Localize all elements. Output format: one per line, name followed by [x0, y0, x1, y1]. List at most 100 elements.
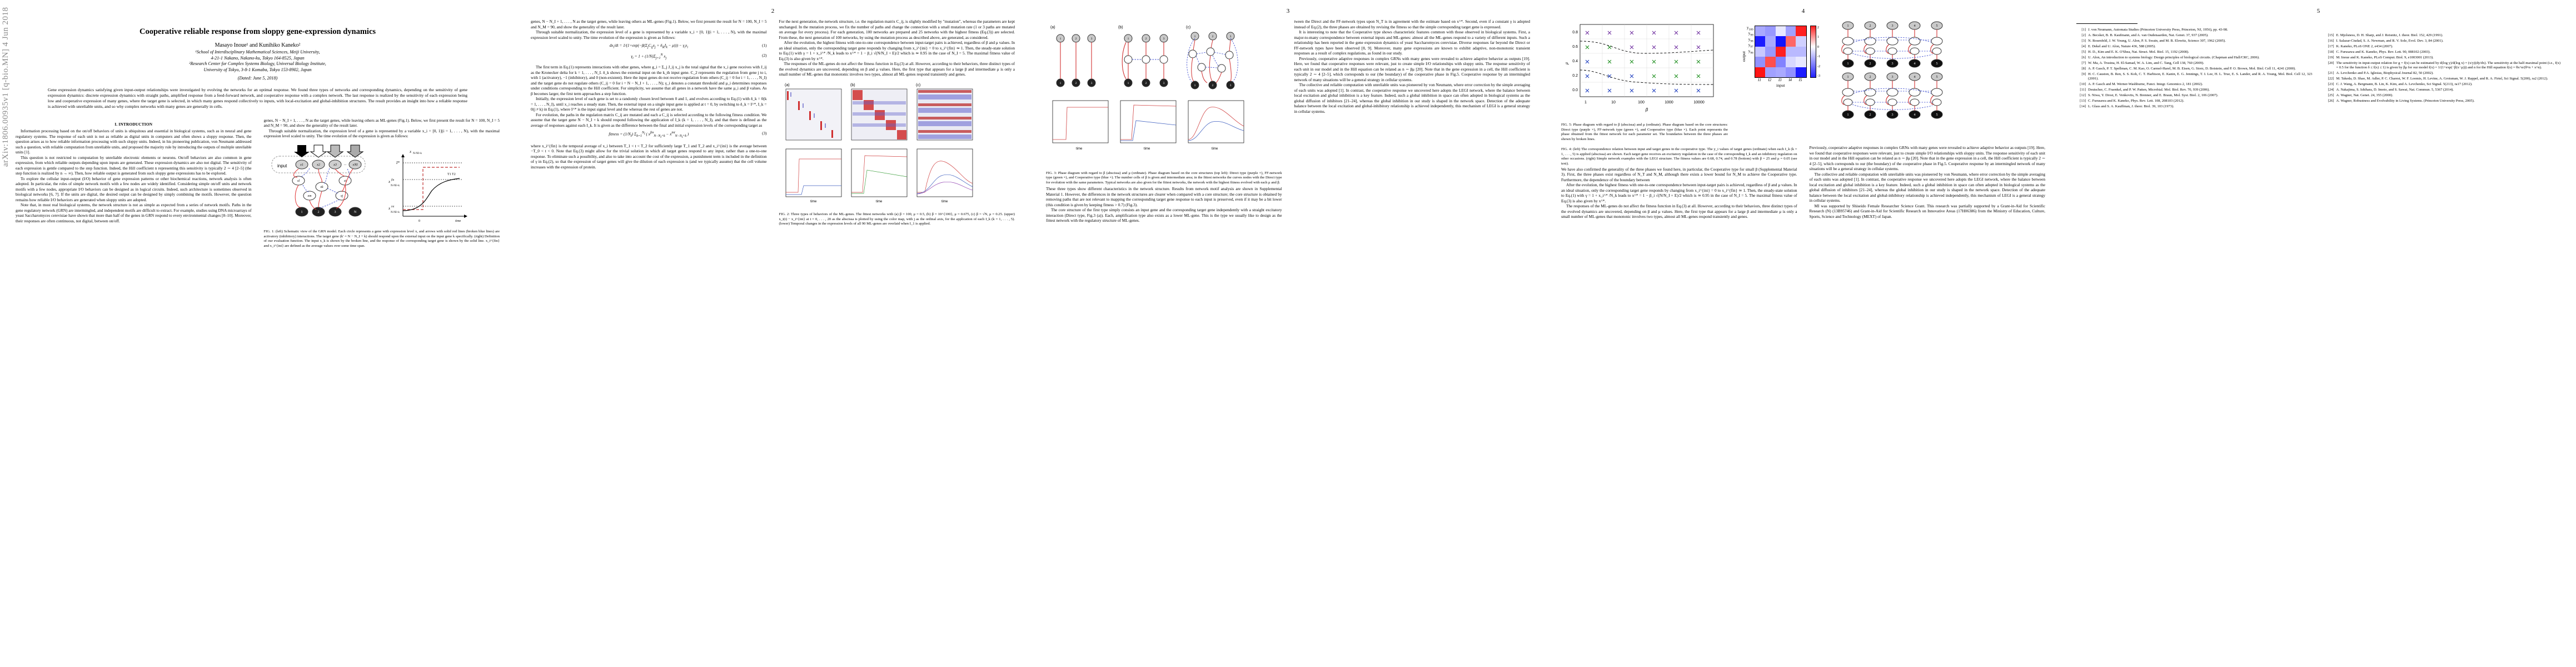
heatmap-cell: [1765, 67, 1776, 77]
svg-text:10000: 10000: [1693, 101, 1705, 104]
svg-text:N-NI+k: N-NI+k: [391, 211, 400, 214]
paragraph: Information processing based on the on/o…: [16, 128, 252, 155]
affiliation-3: ²Research Center for Complex Systems Bio…: [189, 61, 326, 67]
svg-text:1: 1: [1585, 101, 1587, 104]
paragraph: After the evolution, the highest fitness…: [1561, 182, 1797, 203]
figure-4-heatmap: output y100 y99 y98 y97 y96 I1 I2 I3 I4 I5 input…: [1741, 19, 1820, 88]
equation-3: fitness = (1/NI) Σk=1NI ( xfinN−NI+k − x…: [609, 131, 767, 140]
svg-text:x: x: [388, 206, 391, 211]
reference-item: [4] E. Dekel and U. Alon, Nature 436, 588…: [2076, 44, 2313, 49]
svg-text:5: 5: [1936, 24, 1938, 28]
reference-item: [23] C. J. Wang, A. Bergmann, B. Lin, K. …: [2325, 82, 2561, 87]
heatmap-y-tick: y99: [1748, 31, 1753, 37]
reference-text: L. Glass and S. A. Kauffman, J. theor. B…: [2088, 104, 2174, 108]
svg-text:3: 3: [1892, 24, 1894, 28]
svg-text:2: 2: [1075, 37, 1077, 41]
svg-text:xl: xl: [296, 180, 300, 183]
paragraph: The responses of the ML-genes do not aff…: [779, 61, 1015, 77]
reference-text: C. Furusawa and K. Kaneko, Phys. Rev. Le…: [2336, 49, 2431, 54]
colorbar-tick: 0: [1817, 44, 1819, 49]
svg-text:(b): (b): [850, 83, 855, 87]
reference-number: [23]: [2328, 82, 2334, 86]
figure-3-caption: FIG. 3: Phase diagram with regard to β (…: [1046, 171, 1282, 185]
reference-item: [10] A. P. Gasch and M. Werner-Washburne,…: [2076, 82, 2313, 87]
reference-text: S. Niwa, Y. Drost, E. Venkovits, N. Bren…: [2088, 93, 2219, 97]
svg-text:3: 3: [1163, 82, 1165, 85]
svg-text:x: x: [409, 150, 412, 154]
abstract: Gene expression dynamics satisfying give…: [48, 87, 467, 109]
reference-item: [1] J. von Neumann, Automata Studies (Pri…: [2076, 28, 2313, 32]
reference-text: A. Becskei, B. B. Kaufmann, and A. van O…: [2088, 33, 2209, 37]
reference-item: [21] A. Levchenko and P.A. Iglesias, Biop…: [2325, 71, 2561, 76]
affiliation-2: 4-21-1 Nakano, Nakano-ku, Tokyo 164-8525…: [211, 55, 305, 61]
reference-text: A. Levchenko and P.A. Iglesias, Biophysi…: [2336, 71, 2434, 76]
svg-text:time: time: [1076, 147, 1083, 151]
reference-text: U. Alon, An introduction to systems biol…: [2088, 55, 2260, 59]
svg-text:0: 0: [418, 220, 420, 223]
paragraph: Note that, in most real biological syste…: [16, 202, 252, 223]
paragraph: MI was supported by Shiseido Female Rese…: [1809, 203, 2046, 219]
affiliation-4: University of Tokyo, 3-8-1 Komaba, Tokyo…: [203, 67, 312, 72]
heatmap-cell: [1796, 26, 1806, 37]
reference-number: [26]: [2328, 98, 2334, 103]
svg-text:μ: μ: [1564, 62, 1569, 65]
page5-column-left: [1] J. von Neumann, Automata Studies (Pri…: [2076, 19, 2313, 110]
reference-number: [3]: [2081, 38, 2086, 43]
svg-text:xj: xj: [340, 195, 343, 198]
reference-item: [19] M. Inoue and K. Kaneko, PLoS Comput.…: [2325, 56, 2561, 60]
paragraph: After the evolution, the highest fitness…: [779, 40, 1015, 61]
svg-text:time: time: [941, 200, 948, 203]
page2-column-left: genes, N − N_I + 1, . . . , N as the tar…: [531, 19, 767, 228]
colorbar-tick: -2: [1817, 64, 1821, 68]
svg-text:1: 1: [1847, 62, 1849, 66]
svg-text:N-NI+k: N-NI+k: [391, 185, 400, 187]
reference-text: E. Dekel and U. Alon, Nature 436, 588 (2…: [2088, 44, 2156, 48]
heatmap-cell: [1775, 36, 1786, 47]
svg-text:time: time: [1144, 147, 1150, 151]
reference-item: [22] M. Takeda, D. Shao, M. Adler, P. C. …: [2325, 77, 2561, 81]
reference-text: J. von Neumann, Automata Studies (Prince…: [2088, 28, 2228, 32]
reference-item: [15] E. Mjolsness, D. H. Sharp, and J. Re…: [2325, 33, 2561, 38]
reference-item: [26] A. Wagner, Robustness and Evolvabili…: [2325, 99, 2561, 103]
reference-number: [20]: [2328, 61, 2334, 65]
colorbar-tick: -1: [1817, 54, 1821, 59]
reference-item: [17] K. Kaneko, PLoS ONE 2, e434 (2007).: [2325, 44, 2561, 49]
dateline: (Dated: June 5, 2018): [237, 76, 278, 81]
reference-number: [11]: [2080, 87, 2086, 92]
svg-text:4: 4: [1914, 62, 1916, 66]
colorbar-tick: -3: [1817, 73, 1821, 78]
heatmap-x-tick: I4: [1788, 78, 1792, 82]
paragraph: genes, N − N_I + 1, . . . , N as the tar…: [263, 117, 500, 128]
svg-text:1: 1: [1847, 24, 1849, 28]
svg-text:1: 1: [1128, 82, 1129, 85]
heatmap-y-tick: y97: [1748, 43, 1753, 49]
svg-text:(c): (c): [916, 83, 920, 87]
figure-4-networks: 1 2 3 4 5 1 2 3 4 5: [1833, 19, 2045, 122]
svg-text:1: 1: [1060, 37, 1062, 41]
reference-text: H. D., Kim and E. K. O'Shea, Nat. Struct…: [2088, 49, 2189, 54]
heatmap-cell: [1785, 46, 1796, 57]
heatmap-cell: [1796, 67, 1806, 77]
reference-item: [6] U. Alon, An introduction to systems b…: [2076, 56, 2313, 60]
heatmap-cell: [1775, 46, 1786, 57]
svg-text:xNI: xNI: [352, 163, 358, 167]
reference-text: M. Takeda, D. Shao, M. Adler, P. C. Char…: [2336, 77, 2548, 81]
arxiv-stamp: arXiv:1806.00935v1 [q-bio.MN] 4 Jun 2018: [1, 7, 10, 167]
heatmap-cell: [1785, 57, 1796, 67]
svg-text:0.2: 0.2: [1572, 74, 1578, 78]
reference-text: I. Salazar-Ciudad, S. A. Newman, and R. …: [2336, 38, 2444, 43]
svg-text:4: 4: [1914, 24, 1916, 28]
page5-column-right: [15] E. Mjolsness, D. H. Sharp, and J. Re…: [2325, 19, 2561, 110]
figure-1-graphic: input x1 x2 x3 xNI: [271, 145, 467, 223]
reference-number: [17]: [2328, 44, 2334, 48]
reference-text: A. P. Gasch, P. T. Spellman, C. M. Kao, …: [2088, 66, 2296, 71]
reference-item: [14] L. Glass and S. A. Kauffman, J. theo…: [2076, 104, 2313, 109]
heatmap-cell: [1765, 26, 1776, 37]
reference-item: [20] The sensitivity in input-output rela…: [2325, 61, 2561, 71]
heatmap-y-ticklabels: y100 y99 y98 y97 y96: [1747, 26, 1755, 54]
svg-text:N: N: [353, 211, 356, 214]
reference-text: The sensitivity in input-output relation…: [2336, 61, 2561, 70]
reference-list-left: [1] J. von Neumann, Automata Studies (Pri…: [2076, 28, 2313, 109]
heatmap-cell: [1796, 57, 1806, 67]
page-1: arXiv:1806.00935v1 [q-bio.MN] 4 Jun 2018…: [0, 0, 515, 667]
